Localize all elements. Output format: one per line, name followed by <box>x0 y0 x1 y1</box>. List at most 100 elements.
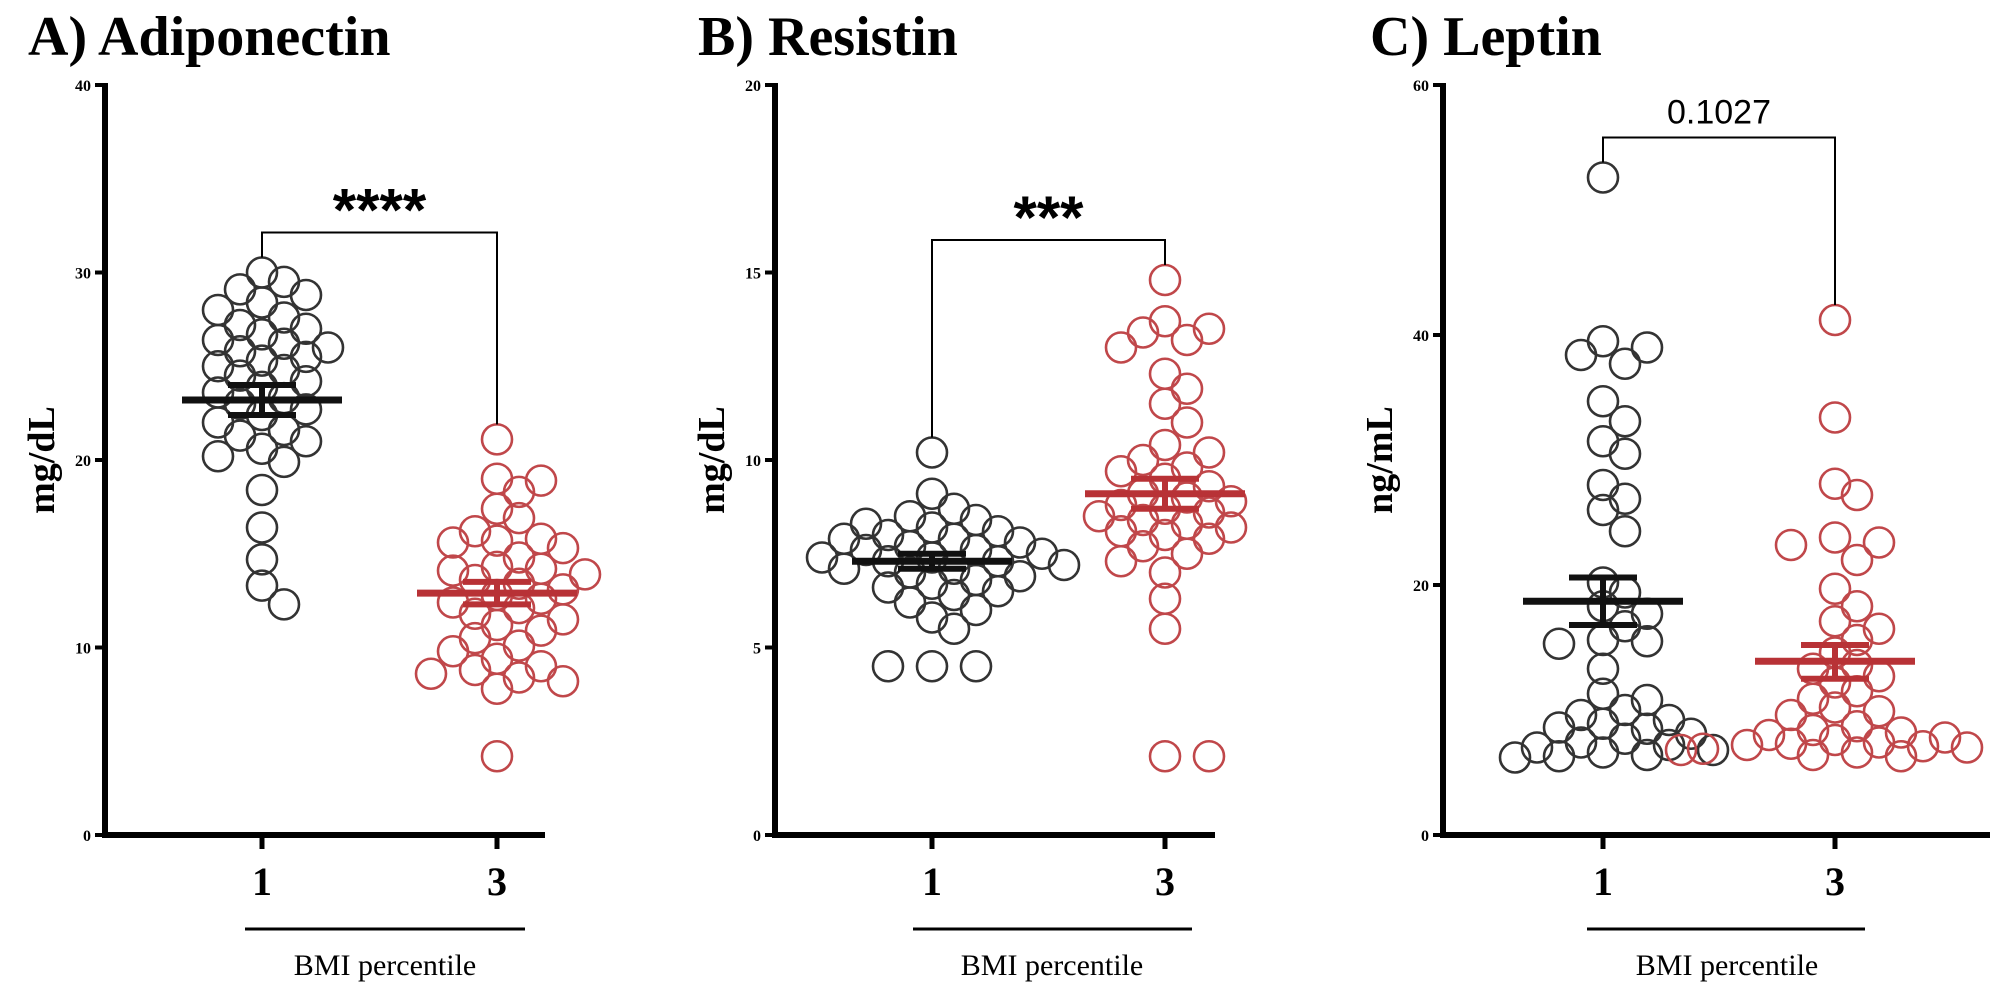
data-point <box>223 334 257 368</box>
y-tick-label: 15 <box>745 266 761 283</box>
y-axis-label: mg/dL <box>21 406 63 514</box>
data-point <box>436 634 470 668</box>
data-point <box>502 501 536 535</box>
data-point <box>1906 729 1940 763</box>
data-point <box>201 323 235 357</box>
panel-1: A) Adiponectin 0 10 20 30 40 mg/dL 1 3 BMI percen… <box>21 6 602 982</box>
data-point <box>1170 406 1204 439</box>
data-point <box>915 649 949 683</box>
data-point <box>827 552 861 586</box>
data-point <box>1774 727 1808 761</box>
x-axis-label: BMI percentile <box>961 949 1143 982</box>
data-point <box>1630 712 1664 746</box>
data-point <box>436 554 470 587</box>
y-tick-label: 10 <box>745 453 761 470</box>
x-tick-label: 3 <box>487 859 507 904</box>
data-point <box>1564 338 1598 372</box>
data-point <box>1586 493 1620 527</box>
data-point <box>1862 526 1896 559</box>
data-point <box>1586 384 1620 418</box>
data-point <box>502 475 536 509</box>
data-point <box>805 541 839 574</box>
data-point <box>458 653 492 687</box>
significance-bracket <box>261 231 498 425</box>
data-point <box>1586 652 1620 686</box>
data-point <box>1542 739 1576 773</box>
data-point <box>245 473 279 507</box>
data-point <box>1148 612 1182 646</box>
data-point <box>480 462 514 496</box>
data-point <box>1818 303 1852 337</box>
data-point <box>480 524 514 557</box>
data-point <box>1664 733 1698 767</box>
data-point <box>1818 521 1852 554</box>
data-point <box>1730 728 1764 762</box>
data-point <box>1192 469 1226 503</box>
y-tick-label: 0 <box>753 828 761 845</box>
data-point <box>915 436 949 469</box>
data-point <box>871 571 905 604</box>
data-point <box>1003 526 1037 559</box>
panel-title: B) Resistin <box>698 6 958 68</box>
data-point <box>1884 739 1918 773</box>
data-point <box>201 439 235 473</box>
data-point <box>1608 404 1642 438</box>
significance-label: 0.1027 <box>1667 94 1771 132</box>
data-point <box>480 492 514 526</box>
data-point <box>981 574 1015 608</box>
y-tick-label: 0 <box>83 828 91 845</box>
data-point <box>1082 499 1116 533</box>
y-tick-label: 60 <box>1413 78 1429 95</box>
data-point <box>1148 428 1182 462</box>
data-point <box>1104 488 1138 522</box>
data-point <box>267 445 301 479</box>
data-point <box>1630 624 1664 658</box>
data-point <box>524 582 558 616</box>
data-point <box>289 424 323 458</box>
data-point <box>1586 623 1620 657</box>
data-point <box>1608 514 1642 548</box>
data-point <box>1214 511 1248 544</box>
data-point <box>959 593 993 627</box>
data-point <box>223 387 257 421</box>
data-point <box>1586 324 1620 358</box>
data-point <box>436 526 470 559</box>
data-point <box>1170 323 1204 357</box>
data-point <box>223 359 257 392</box>
data-point <box>1126 529 1160 563</box>
data-point <box>1104 454 1138 488</box>
data-point <box>245 569 279 602</box>
x-tick-label: 1 <box>1593 859 1613 904</box>
data-point <box>1126 503 1160 537</box>
data-point <box>546 531 580 565</box>
data-point <box>959 649 993 683</box>
y-tick-label: 5 <box>753 641 761 658</box>
data-point <box>568 558 602 591</box>
data-point <box>1818 691 1852 724</box>
data-point <box>1214 484 1248 518</box>
panel-3: C) Leptin 0 20 40 60 ng/mL 1 3 BMI percentile 0.1… <box>1359 6 1990 982</box>
data-point <box>289 312 323 346</box>
data-point <box>245 511 279 544</box>
data-point <box>1608 482 1642 516</box>
data-point <box>1686 732 1720 766</box>
data-point <box>289 364 323 398</box>
y-tick-label: 40 <box>1413 328 1429 345</box>
data-point <box>289 393 323 426</box>
data-point <box>1104 544 1138 578</box>
data-point <box>1148 357 1182 391</box>
data-point <box>223 308 257 342</box>
data-point <box>245 543 279 576</box>
data-point <box>1608 437 1642 471</box>
data-point <box>915 477 949 511</box>
data-point <box>1047 548 1081 582</box>
x-axis-label: BMI percentile <box>294 949 476 982</box>
y-tick-label: 20 <box>75 453 91 470</box>
data-point <box>480 672 514 706</box>
data-point <box>1774 528 1808 562</box>
panel-title: C) Leptin <box>1370 6 1602 68</box>
y-tick-label: 10 <box>75 641 91 658</box>
data-point <box>267 588 301 621</box>
data-point <box>1818 572 1852 606</box>
